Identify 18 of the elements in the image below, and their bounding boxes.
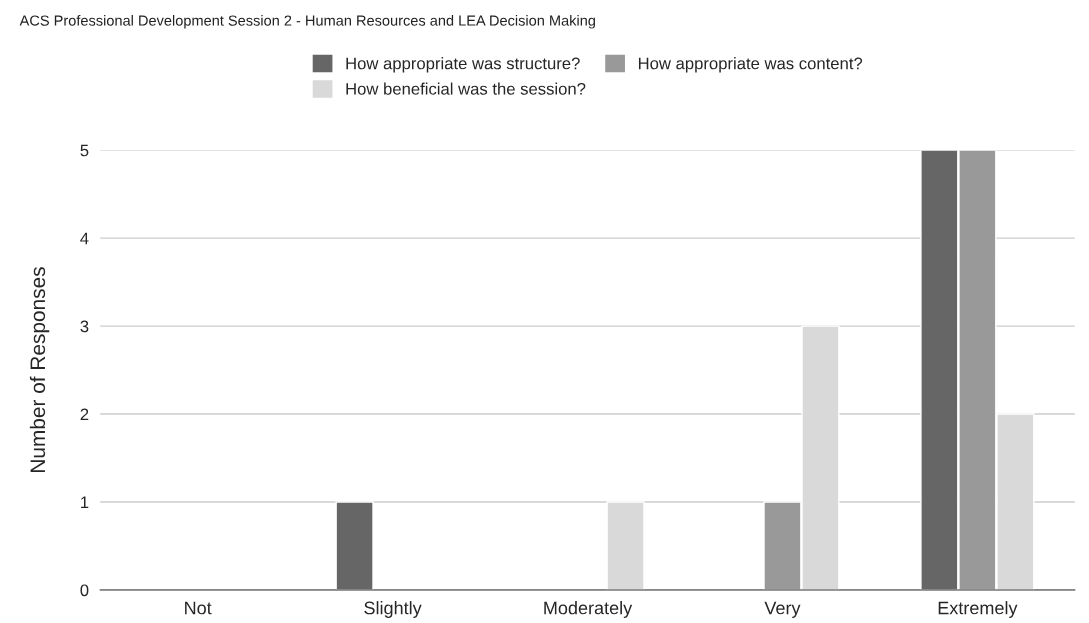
x-tick-label: Extremely bbox=[938, 601, 1018, 618]
y-tick-label: 4 bbox=[80, 232, 89, 245]
legend-label: How appropriate was structure? bbox=[346, 57, 580, 73]
legend-label: How appropriate was content? bbox=[638, 57, 863, 73]
x-tick-label: Moderately bbox=[544, 601, 633, 618]
y-tick-label: 5 bbox=[80, 144, 89, 157]
y-tick-label: 1 bbox=[81, 496, 89, 509]
x-tick-label: Not bbox=[185, 601, 212, 615]
y-tick-label: 3 bbox=[80, 320, 89, 333]
chart-title: ACS Professional Development Session 2 - Human Resources and LEA Decision Making bbox=[19, 15, 595, 29]
x-tick-label: Slightly bbox=[364, 601, 422, 618]
y-tick-label: 2 bbox=[80, 408, 89, 421]
legend-label: How beneficial was the session? bbox=[346, 82, 586, 95]
y-tick-label: 0 bbox=[80, 584, 89, 597]
bar bbox=[606, 501, 645, 590]
bar bbox=[335, 501, 374, 590]
x-tick-label: Very bbox=[764, 601, 801, 618]
y-axis-title: Number of Responses bbox=[29, 267, 50, 472]
